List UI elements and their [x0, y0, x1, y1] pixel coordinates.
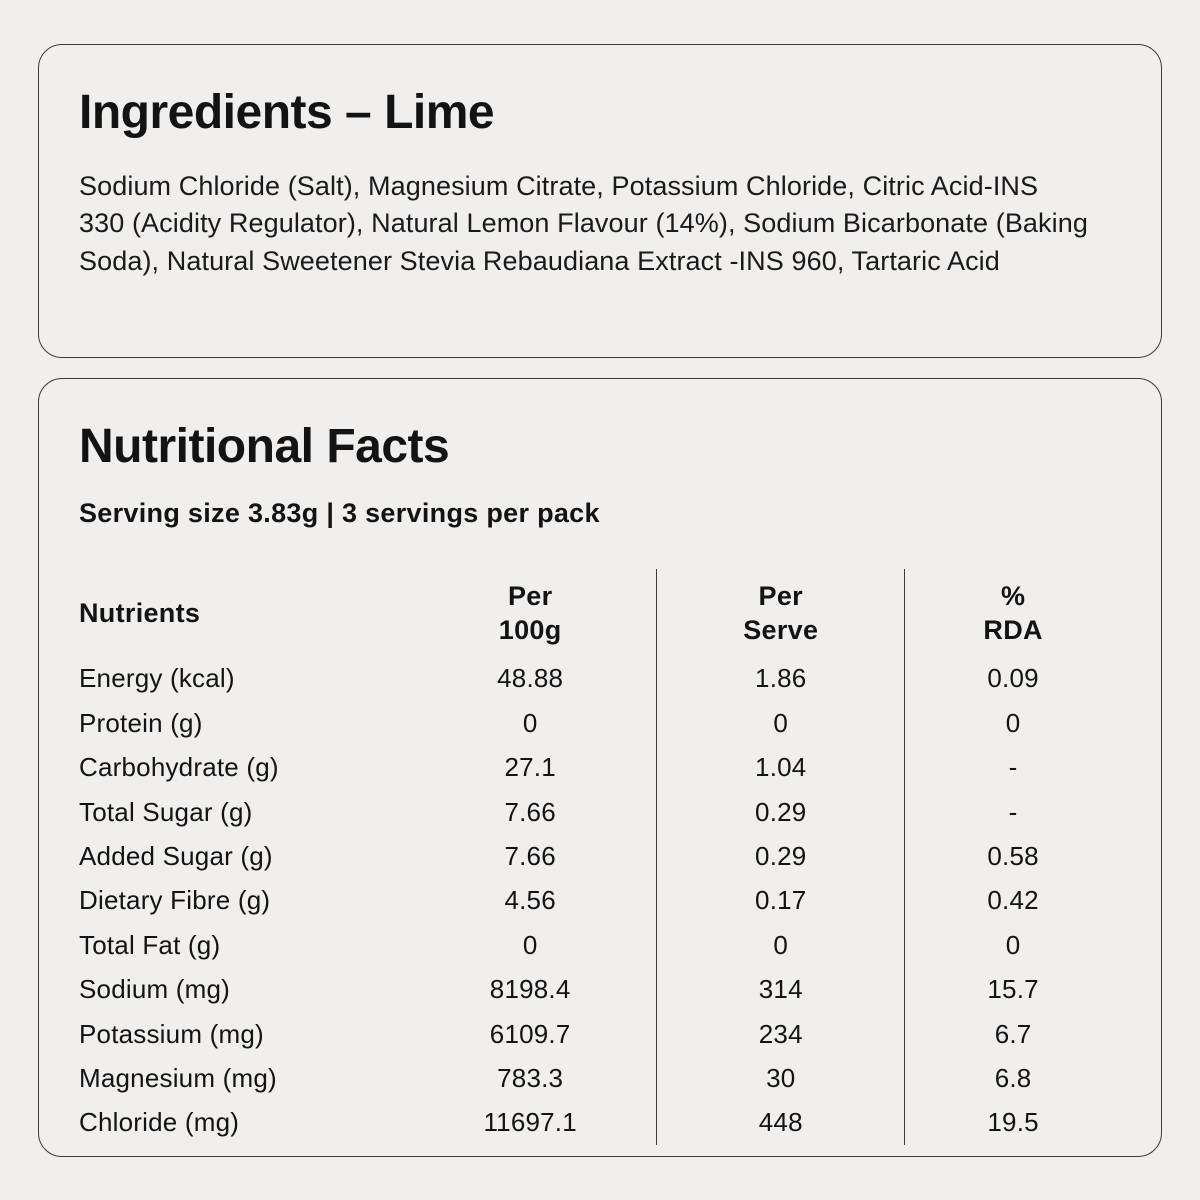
serving-info: Serving size 3.83g | 3 servings per pack — [79, 497, 600, 528]
ingredients-card: Ingredients – Lime Sodium Chloride (Salt… — [38, 44, 1162, 358]
table-cell: 30 — [656, 1056, 904, 1101]
table-cell: 6.7 — [904, 1011, 1121, 1057]
table-cell: Energy (kcal) — [79, 663, 235, 694]
table-cell: 0.17 — [656, 878, 904, 924]
column-header: Nutrients — [79, 597, 201, 628]
table-cell: 0 — [656, 701, 904, 746]
table-cell: 0.29 — [656, 789, 904, 835]
table-cell: Total Sugar (g) — [79, 796, 253, 827]
table-cell: 15.7 — [904, 967, 1121, 1012]
ingredients-text: Sodium Chloride (Salt), Magnesium Citrat… — [79, 170, 1088, 276]
table-cell: 4.56 — [504, 885, 556, 916]
table-cell: 0.09 — [904, 656, 1121, 702]
table-cell: Carbohydrate (g) — [79, 752, 279, 783]
table-cell: 1.04 — [656, 745, 904, 790]
table-cell: Sodium (mg) — [79, 974, 231, 1005]
table-cell: 27.1 — [504, 752, 556, 783]
column-header: Per Serve — [656, 568, 904, 657]
table-cell: 11697.1 — [483, 1107, 577, 1138]
table-cell: - — [904, 745, 1121, 790]
table-cell: Added Sugar (g) — [79, 841, 273, 872]
ingredients-title: Ingredients – Lime — [79, 86, 495, 139]
table-cell: 0 — [522, 707, 538, 738]
table-cell: Potassium (mg) — [79, 1018, 264, 1049]
nutrition-card: Nutritional Facts Serving size 3.83g | 3… — [38, 378, 1162, 1157]
table-cell: 0 — [904, 701, 1121, 746]
table-cell: 8198.4 — [489, 974, 571, 1005]
table-cell: 0.58 — [904, 834, 1121, 879]
table-cell: 0.29 — [656, 834, 904, 879]
table-cell: 783.3 — [497, 1063, 564, 1093]
table-cell: 7.66 — [504, 796, 556, 827]
table-cell: Protein (g) — [79, 707, 203, 738]
table-cell: - — [904, 789, 1121, 835]
table-cell: 6.8 — [904, 1056, 1121, 1101]
table-cell: 6109.7 — [489, 1018, 571, 1049]
table-cell: 234 — [656, 1011, 904, 1057]
column-header: Per 100g — [498, 580, 562, 645]
table-cell: Chloride (mg) — [79, 1107, 240, 1138]
table-cell: 314 — [656, 967, 904, 1012]
table-cell: 448 — [656, 1100, 904, 1146]
table-cell: Dietary Fibre (g) — [79, 885, 271, 916]
table-cell: 0 — [904, 923, 1121, 968]
table-cell: 19.5 — [904, 1100, 1121, 1146]
table-cell: 0 — [522, 929, 538, 960]
table-cell: 0 — [656, 923, 904, 968]
table-cell: 0.42 — [904, 878, 1121, 924]
table-cell: 48.88 — [497, 663, 564, 694]
table-cell: Magnesium (mg) — [79, 1063, 277, 1093]
nutrition-table: Nutrients Per 100g Per Serve% RDA Energy (k… — [79, 568, 1121, 1146]
column-header: % RDA — [904, 568, 1121, 657]
nutrition-title: Nutritional Facts — [79, 420, 450, 473]
table-cell: 7.66 — [504, 841, 556, 872]
table-cell: 1.86 — [656, 656, 904, 702]
table-cell: Total Fat (g) — [79, 929, 221, 960]
